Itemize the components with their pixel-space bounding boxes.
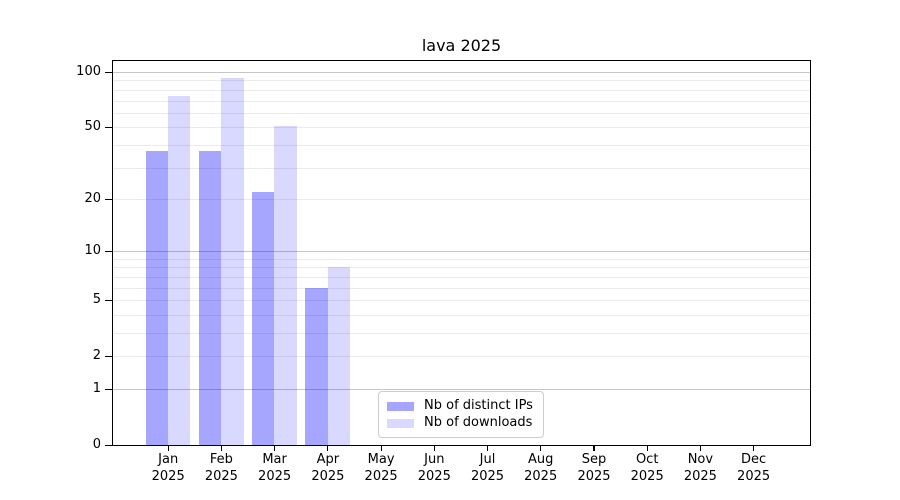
plot-area <box>112 60 811 446</box>
minor-gridline <box>113 267 810 269</box>
x-tick <box>327 446 329 452</box>
x-tick <box>433 446 435 452</box>
x-tick-year: 2025 <box>630 469 664 484</box>
x-tick-label: Mar 2025 <box>248 451 302 485</box>
y-tick <box>105 444 112 446</box>
minor-gridline <box>113 89 810 91</box>
bar-distinct-ips <box>305 287 328 445</box>
major-gridline <box>113 389 810 390</box>
x-tick <box>753 446 755 452</box>
x-tick <box>274 446 276 452</box>
legend-item-distinct-ips: Nb of distinct IPs <box>387 398 535 414</box>
x-tick <box>699 446 701 452</box>
minor-gridline <box>113 127 810 129</box>
minor-gridline <box>113 356 810 358</box>
x-tick-year: 2025 <box>417 469 451 484</box>
legend-swatch-downloads <box>387 418 414 428</box>
x-tick <box>220 446 222 452</box>
y-tick-label: 2 <box>92 348 101 364</box>
bar-distinct-ips <box>198 151 222 445</box>
minor-gridline <box>113 80 810 82</box>
y-tick <box>105 299 112 301</box>
bar-downloads <box>221 77 244 445</box>
legend: Nb of distinct IPs Nb of downloads <box>378 391 544 438</box>
minor-gridline <box>113 287 810 289</box>
x-tick-label: Dec 2025 <box>727 451 781 485</box>
y-tick-label: 5 <box>92 292 101 308</box>
minor-gridline <box>113 258 810 260</box>
x-tick-label: Sep 2025 <box>567 451 621 485</box>
x-tick-year: 2025 <box>364 469 398 484</box>
x-tick-year: 2025 <box>524 469 558 484</box>
y-tick <box>105 355 112 357</box>
minor-gridline <box>113 300 810 302</box>
chart-title: lava 2025 <box>421 36 502 55</box>
y-tick-label: 100 <box>76 64 101 80</box>
x-tick-year: 2025 <box>258 469 292 484</box>
y-tick <box>105 126 112 128</box>
x-tick-year: 2025 <box>470 469 505 484</box>
x-tick-year: 2025 <box>204 469 238 484</box>
y-tick-label: 0 <box>92 437 101 453</box>
x-tick <box>593 446 595 452</box>
bar-downloads <box>327 267 351 445</box>
legend-label-downloads: Nb of downloads <box>424 415 533 430</box>
x-tick-label: Apr 2025 <box>301 451 355 485</box>
x-tick-label: Jul 2025 <box>461 451 515 485</box>
x-tick-label: Jan 2025 <box>141 451 195 485</box>
x-tick-label: Nov 2025 <box>673 451 727 485</box>
major-gridline <box>113 72 810 73</box>
legend-label-distinct-ips: Nb of distinct IPs <box>424 398 533 413</box>
minor-gridline <box>113 333 810 334</box>
minor-gridline <box>113 198 810 200</box>
x-tick-label: Oct 2025 <box>620 451 674 485</box>
x-tick-label: May 2025 <box>354 451 408 485</box>
x-tick-label: Aug 2025 <box>514 451 568 485</box>
y-tick-label: 50 <box>84 119 101 135</box>
x-tick <box>486 446 489 452</box>
y-tick <box>105 250 112 252</box>
y-tick-label: 1 <box>92 381 101 397</box>
y-tick-label: 10 <box>84 243 101 259</box>
x-tick-year: 2025 <box>737 469 771 484</box>
x-tick-year: 2025 <box>151 469 185 484</box>
minor-gridline <box>113 167 810 169</box>
x-tick <box>167 446 169 452</box>
y-tick <box>105 198 112 200</box>
x-tick-year: 2025 <box>683 469 717 484</box>
x-tick <box>646 446 648 452</box>
y-tick <box>105 71 112 73</box>
bar-downloads <box>168 96 191 445</box>
x-tick-label: Feb 2025 <box>194 451 248 485</box>
y-tick <box>105 388 112 390</box>
legend-swatch-distinct-ips <box>387 401 414 411</box>
x-tick <box>380 446 382 452</box>
minor-gridline <box>113 314 810 316</box>
major-gridline <box>113 251 810 253</box>
bar-distinct-ips <box>145 151 168 445</box>
x-tick-year: 2025 <box>311 469 345 484</box>
x-tick-label: Jun 2025 <box>407 451 461 485</box>
bar-distinct-ips <box>252 191 275 445</box>
x-tick <box>540 446 542 452</box>
minor-gridline <box>113 100 810 102</box>
minor-gridline <box>113 144 810 146</box>
bar-downloads <box>274 125 297 445</box>
legend-item-downloads: Nb of downloads <box>387 415 535 431</box>
minor-gridline <box>113 112 810 114</box>
y-tick-label: 20 <box>84 191 101 207</box>
minor-gridline <box>113 276 810 278</box>
x-tick-year: 2025 <box>577 469 611 484</box>
